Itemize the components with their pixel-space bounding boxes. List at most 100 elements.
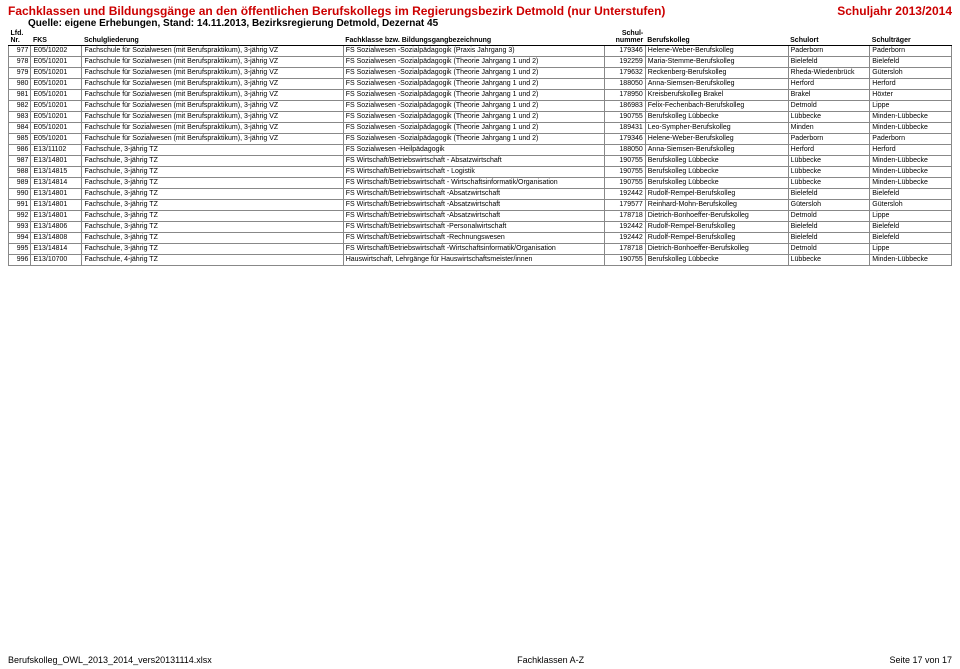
cell-ort: Detmold [788,211,870,222]
cell-schulg: Fachschule, 3-jährig TZ [82,189,343,200]
cell-schulg: Fachschule für Sozialwesen (mit Berufspr… [82,90,343,101]
cell-lfd: 979 [9,68,31,79]
cell-snr: 192442 [604,233,645,244]
cell-lfd: 985 [9,134,31,145]
cell-tr: Gütersloh [870,68,952,79]
cell-snr: 179346 [604,134,645,145]
table-row: 989E13/14814Fachschule, 3-jährig TZFS Wi… [9,178,952,189]
cell-bk: Berufskolleg Lübbecke [645,167,788,178]
cell-lfd: 987 [9,156,31,167]
cell-tr: Bielefeld [870,189,952,200]
cell-lfd: 995 [9,244,31,255]
table-row: 988E13/14815Fachschule, 3-jährig TZFS Wi… [9,167,952,178]
cell-lfd: 996 [9,255,31,266]
header-fks: FKS [31,29,82,46]
cell-ort: Paderborn [788,46,870,57]
cell-bk: Helene-Weber-Berufskolleg [645,46,788,57]
cell-bk: Leo-Sympher-Berufskolleg [645,123,788,134]
cell-tr: Minden-Lübbecke [870,112,952,123]
table-row: 994E13/14808Fachschule, 3-jährig TZFS Wi… [9,233,952,244]
table-row: 978E05/10201Fachschule für Sozialwesen (… [9,57,952,68]
cell-schulg: Fachschule, 3-jährig TZ [82,145,343,156]
cell-fks: E13/14801 [31,189,82,200]
cell-bez: FS Wirtschaft/Betriebswirtschaft - Wirts… [343,178,604,189]
cell-ort: Gütersloh [788,200,870,211]
cell-bk: Anna-Siemsen-Berufskolleg [645,79,788,90]
cell-ort: Herford [788,79,870,90]
cell-bez: FS Sozialwesen -Sozialpädagogik (Theorie… [343,79,604,90]
cell-bk: Rudolf-Rempel-Berufskolleg [645,222,788,233]
footer-left: Berufskolleg_OWL_2013_2014_vers20131114.… [8,655,212,665]
cell-schulg: Fachschule für Sozialwesen (mit Berufspr… [82,68,343,79]
cell-snr: 188050 [604,145,645,156]
cell-bk: Dietrich-Bonhoeffer-Berufskolleg [645,211,788,222]
cell-bez: FS Wirtschaft/Betriebswirtschaft -Absatz… [343,189,604,200]
cell-bez: FS Wirtschaft/Betriebswirtschaft -Person… [343,222,604,233]
cell-lfd: 982 [9,101,31,112]
cell-ort: Lübbecke [788,178,870,189]
cell-lfd: 978 [9,57,31,68]
header-lfd: Lfd.Nr. [9,29,31,46]
subtitle: Quelle: eigene Erhebungen, Stand: 14.11.… [8,18,952,29]
cell-bez: FS Wirtschaft/Betriebswirtschaft -Absatz… [343,211,604,222]
cell-bk: Rudolf-Rempel-Berufskolleg [645,189,788,200]
cell-tr: Höxter [870,90,952,101]
cell-fks: E13/14814 [31,178,82,189]
cell-bez: FS Wirtschaft/Betriebswirtschaft -Wirtsc… [343,244,604,255]
header-bk: Berufskolleg [645,29,788,46]
cell-ort: Minden [788,123,870,134]
cell-lfd: 994 [9,233,31,244]
cell-bez: FS Sozialwesen -Sozialpädagogik (Theorie… [343,101,604,112]
cell-lfd: 991 [9,200,31,211]
cell-fks: E13/14801 [31,156,82,167]
cell-ort: Lübbecke [788,167,870,178]
cell-snr: 179577 [604,200,645,211]
cell-bk: Kreisberufskolleg Brakel [645,90,788,101]
cell-fks: E05/10201 [31,90,82,101]
cell-fks: E13/14801 [31,200,82,211]
table-row: 982E05/10201Fachschule für Sozialwesen (… [9,101,952,112]
cell-ort: Bielefeld [788,222,870,233]
cell-bk: Reckenberg-Berufskolleg [645,68,788,79]
table-header: Lfd.Nr. FKS Schulgliederung Fachklasse b… [9,29,952,46]
cell-fks: E05/10201 [31,101,82,112]
cell-snr: 189431 [604,123,645,134]
cell-bk: Dietrich-Bonhoeffer-Berufskolleg [645,244,788,255]
cell-bez: FS Wirtschaft/Betriebswirtschaft - Logis… [343,167,604,178]
cell-lfd: 988 [9,167,31,178]
cell-ort: Bielefeld [788,189,870,200]
header-ort: Schulort [788,29,870,46]
table-row: 996E13/10700Fachschule, 4-jährig TZHausw… [9,255,952,266]
cell-bez: FS Sozialwesen -Sozialpädagogik (Theorie… [343,90,604,101]
cell-ort: Lübbecke [788,156,870,167]
cell-ort: Bielefeld [788,57,870,68]
cell-snr: 178718 [604,211,645,222]
cell-bez: FS Wirtschaft/Betriebswirtschaft -Absatz… [343,200,604,211]
cell-schulg: Fachschule für Sozialwesen (mit Berufspr… [82,134,343,145]
cell-schulg: Fachschule, 3-jährig TZ [82,178,343,189]
cell-tr: Minden-Lübbecke [870,156,952,167]
cell-fks: E05/10202 [31,46,82,57]
cell-ort: Paderborn [788,134,870,145]
cell-bez: FS Sozialwesen -Sozialpädagogik (Theorie… [343,123,604,134]
cell-fks: E05/10201 [31,112,82,123]
cell-fks: E05/10201 [31,79,82,90]
cell-lfd: 980 [9,79,31,90]
cell-schulg: Fachschule für Sozialwesen (mit Berufspr… [82,101,343,112]
table-row: 992E13/14801Fachschule, 3-jährig TZFS Wi… [9,211,952,222]
cell-bk: Berufskolleg Lübbecke [645,255,788,266]
table-row: 979E05/10201Fachschule für Sozialwesen (… [9,68,952,79]
cell-schulg: Fachschule, 3-jährig TZ [82,200,343,211]
cell-schulg: Fachschule für Sozialwesen (mit Berufspr… [82,123,343,134]
cell-snr: 178718 [604,244,645,255]
cell-tr: Paderborn [870,134,952,145]
cell-snr: 192259 [604,57,645,68]
table-row: 984E05/10201Fachschule für Sozialwesen (… [9,123,952,134]
cell-fks: E05/10201 [31,134,82,145]
cell-tr: Gütersloh [870,200,952,211]
cell-bk: Reinhard-Mohn-Berufskolleg [645,200,788,211]
cell-schulg: Fachschule, 3-jährig TZ [82,156,343,167]
title-right: Schuljahr 2013/2014 [837,4,952,18]
cell-fks: E13/14814 [31,244,82,255]
cell-snr: 178950 [604,90,645,101]
